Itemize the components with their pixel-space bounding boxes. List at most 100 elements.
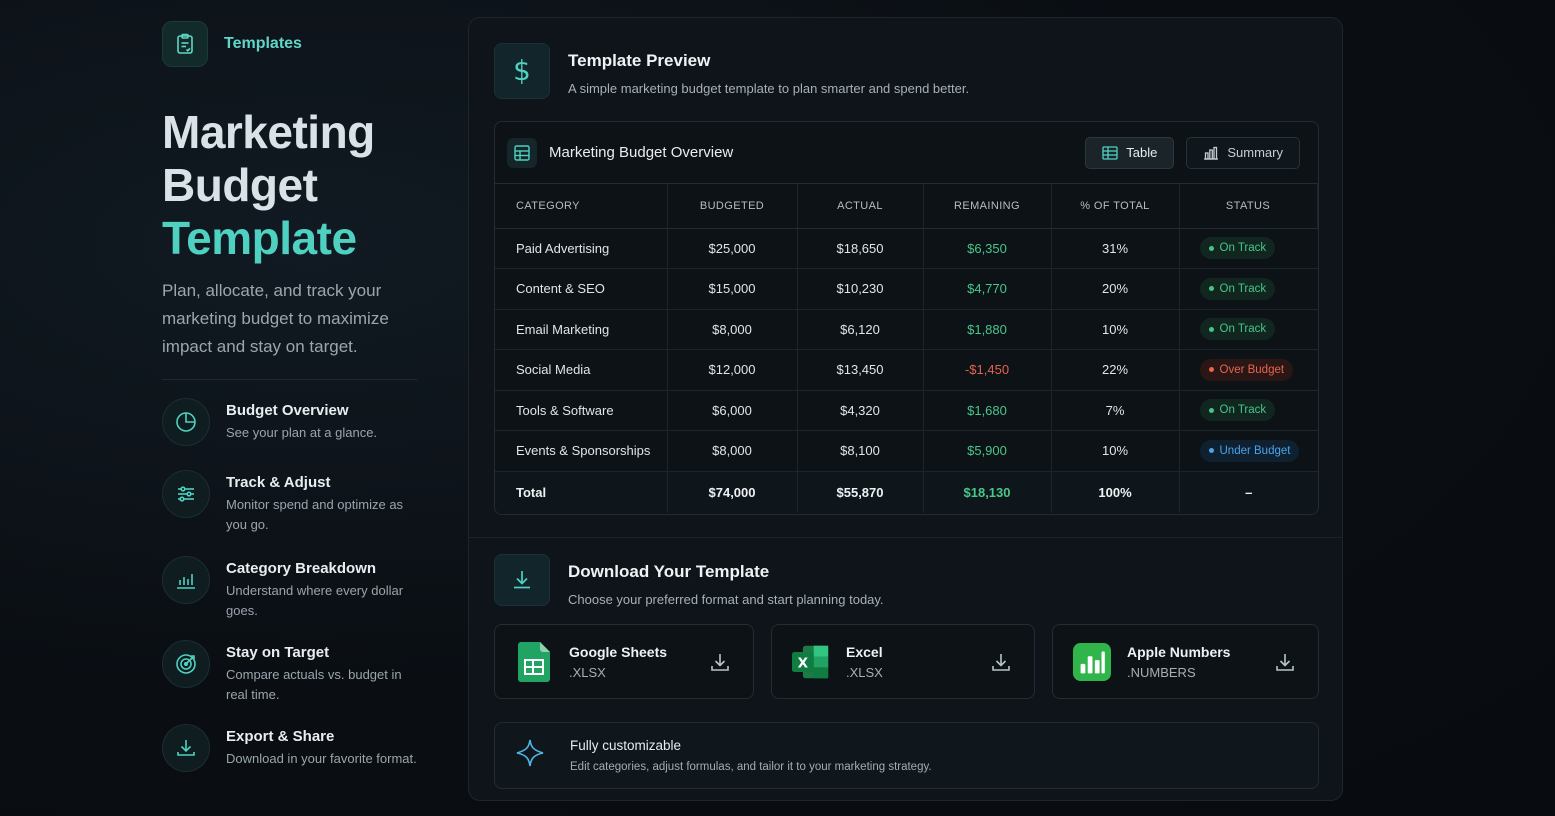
category-cell: Paid Advertising	[495, 228, 668, 269]
percent-cell: 22%	[1051, 349, 1180, 391]
table-row[interactable]: Tools & Software $6,000 $4,320 $1,680 7%…	[495, 390, 1318, 431]
budget-table: CATEGORY BUDGETED ACTUAL REMAINING % OF …	[495, 184, 1318, 513]
actual-cell: $18,650	[797, 228, 924, 269]
sparkle-icon	[515, 738, 545, 773]
table-row[interactable]: Email Marketing $8,000 $6,120 $1,880 10%…	[495, 309, 1318, 350]
table-row[interactable]: Paid Advertising $25,000 $18,650 $6,350 …	[495, 228, 1318, 269]
actual-cell: $8,100	[797, 430, 924, 472]
remaining-cell: $1,880	[923, 309, 1052, 350]
table-row[interactable]: Events & Sponsorships $8,000 $8,100 $5,9…	[495, 430, 1318, 472]
actual-cell: $4,320	[797, 390, 924, 431]
budget-table-card: Marketing Budget Overview Table Summary …	[494, 121, 1319, 515]
status-badge: On Track	[1199, 237, 1276, 260]
feature-desc: Monitor spend and optimize as you go.	[226, 497, 404, 532]
feature-category-breakdown: Category Breakdown Understand where every…	[162, 556, 417, 640]
percent-cell: 7%	[1051, 390, 1180, 431]
status-badge: Under Budget	[1199, 439, 1300, 462]
percent-cell: 10%	[1051, 430, 1180, 472]
template-panel: $ Template Preview A simple marketing bu…	[468, 17, 1343, 801]
clipboard-icon	[162, 21, 208, 67]
download-options: Google Sheets .XLSX X Excel .XLSX Apple Nu…	[494, 624, 1319, 699]
column-header[interactable]: BUDGETED	[667, 184, 798, 229]
status-label: On Track	[1219, 282, 1267, 295]
column-header[interactable]: REMAINING	[923, 184, 1052, 229]
column-header[interactable]: STATUS	[1179, 184, 1318, 229]
total-remaining: $18,130	[923, 471, 1052, 513]
status-badge: Over Budget	[1199, 358, 1294, 381]
feature-budget-overview: Budget Overview See your plan at a glance…	[162, 398, 417, 470]
page-title: Marketing Budget Template	[162, 106, 417, 265]
download-arrow-icon[interactable]	[1274, 651, 1296, 673]
download-excel[interactable]: X Excel .XLSX	[771, 624, 1035, 699]
table-view-label: Table	[1126, 145, 1158, 160]
feature-title: Category Breakdown	[226, 560, 377, 577]
feature-desc: Compare actuals vs. budget in real time.	[226, 667, 402, 702]
budgeted-cell: $15,000	[667, 268, 798, 310]
download-arrow-icon[interactable]	[990, 651, 1012, 673]
download-arrow-icon[interactable]	[709, 651, 731, 673]
google-sheets-icon	[515, 641, 553, 682]
pie-chart-icon	[162, 398, 210, 446]
customizable-note: Fully customizable Edit categories, adju…	[494, 722, 1319, 789]
category-cell: Content & SEO	[495, 268, 668, 310]
category-cell: Email Marketing	[495, 309, 668, 350]
bar-chart-icon	[162, 556, 210, 604]
excel-icon: X	[792, 642, 830, 682]
feature-title: Track & Adjust	[226, 474, 331, 491]
column-header[interactable]: ACTUAL	[797, 184, 924, 229]
left-column: Templates Marketing Budget Template Plan…	[162, 20, 417, 794]
actual-cell: $6,120	[797, 309, 924, 350]
brand-label[interactable]: Templates	[224, 35, 302, 52]
remaining-cell: $4,770	[923, 268, 1052, 310]
preview-subtitle: A simple marketing budget template to pl…	[568, 81, 970, 96]
status-label: On Track	[1219, 404, 1267, 417]
view-toggle: Table Summary	[1085, 136, 1300, 169]
table-view-button[interactable]: Table	[1085, 136, 1175, 169]
status-badge: On Track	[1199, 318, 1276, 341]
total-budgeted: $74,000	[667, 471, 798, 513]
table-row[interactable]: Social Media $12,000 $13,450 -$1,450 22%…	[495, 349, 1318, 391]
table-header-row: CATEGORY BUDGETED ACTUAL REMAINING % OF …	[495, 184, 1318, 229]
column-header[interactable]: % OF TOTAL	[1051, 184, 1180, 229]
feature-desc: See your plan at a glance.	[226, 425, 378, 440]
budgeted-cell: $6,000	[667, 390, 798, 431]
download-title: Download Your Template	[568, 562, 770, 581]
preview-header: $ Template Preview A simple marketing bu…	[494, 43, 969, 99]
format-name: Google Sheets	[569, 643, 668, 660]
status-label: Over Budget	[1219, 363, 1285, 376]
feature-list: Budget Overview See your plan at a glance…	[162, 398, 417, 794]
table-icon	[1102, 145, 1118, 160]
table-row[interactable]: Content & SEO $15,000 $10,230 $4,770 20%…	[495, 268, 1318, 310]
sliders-icon	[162, 470, 210, 518]
divider	[162, 379, 417, 380]
column-header-spacer	[1317, 184, 1318, 229]
svg-text:$: $	[513, 56, 531, 86]
total-status: –	[1179, 471, 1318, 513]
status-label: On Track	[1219, 323, 1267, 336]
download-icon	[494, 554, 550, 606]
budgeted-cell: $25,000	[667, 228, 798, 269]
summary-view-button[interactable]: Summary	[1186, 136, 1300, 169]
category-cell: Tools & Software	[495, 390, 668, 431]
format-ext: .XLSX	[846, 664, 883, 680]
feature-track-adjust: Track & Adjust Monitor spend and optimize…	[162, 470, 417, 556]
download-google-sheets[interactable]: Google Sheets .XLSX	[494, 624, 754, 699]
target-icon	[162, 640, 210, 688]
grid-icon	[507, 137, 537, 168]
percent-cell: 20%	[1051, 268, 1180, 310]
remaining-cell: $1,680	[923, 390, 1052, 431]
budgeted-cell: $8,000	[667, 430, 798, 472]
percent-cell: 31%	[1051, 228, 1180, 269]
category-cell: Social Media	[495, 349, 668, 391]
total-actual: $55,870	[797, 471, 924, 513]
bar-chart-icon	[1204, 146, 1219, 160]
feature-title: Stay on Target	[226, 644, 330, 661]
download-apple-numbers[interactable]: Apple Numbers .NUMBERS	[1052, 624, 1319, 699]
feature-stay-on-target: Stay on Target Compare actuals vs. budget…	[162, 640, 417, 724]
title-line-1: Marketing	[162, 106, 375, 158]
title-line-2: Budget	[162, 159, 318, 211]
feature-export-share: Export & Share Download in your favorite …	[162, 724, 417, 794]
column-header[interactable]: CATEGORY	[495, 184, 668, 229]
svg-text:X: X	[798, 655, 809, 671]
summary-view-label: Summary	[1227, 145, 1283, 160]
